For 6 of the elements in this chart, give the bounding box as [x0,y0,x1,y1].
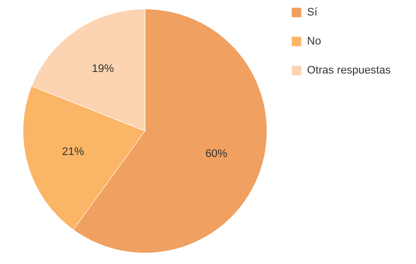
data-label: 19% [92,62,114,75]
legend-label: No [307,36,322,48]
data-label: 21% [62,146,84,158]
legend-label: Otras respuestas [307,64,392,76]
data-label: 60% [205,148,228,160]
legend-label: Sí [307,6,318,18]
